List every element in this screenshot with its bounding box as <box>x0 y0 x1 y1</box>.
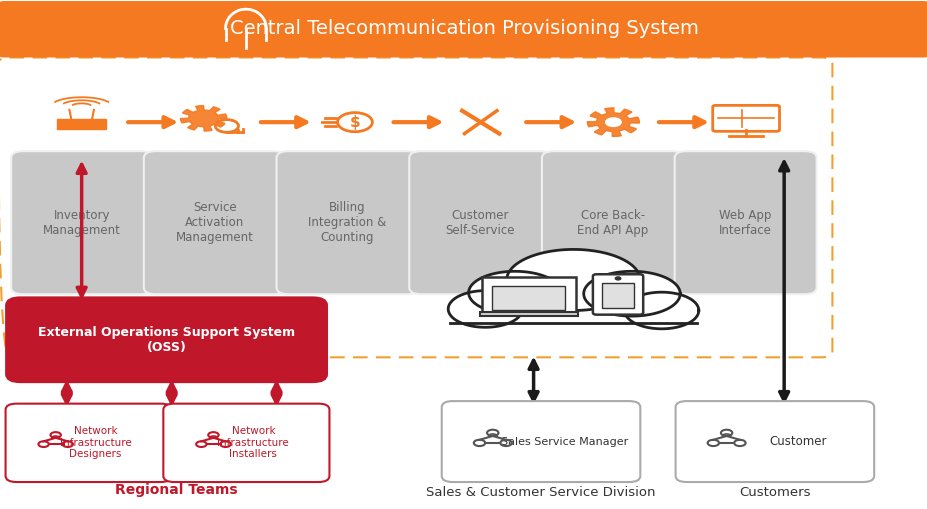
FancyBboxPatch shape <box>6 298 326 382</box>
FancyBboxPatch shape <box>602 282 633 308</box>
FancyBboxPatch shape <box>409 151 551 294</box>
Text: Central Telecommunication Provisioning System: Central Telecommunication Provisioning S… <box>229 19 698 38</box>
Text: External Operations Support System
(OSS): External Operations Support System (OSS) <box>38 326 295 354</box>
Circle shape <box>615 277 620 280</box>
FancyBboxPatch shape <box>674 151 816 294</box>
Text: Sales Service Manager: Sales Service Manager <box>500 437 628 446</box>
Text: Customer
Self-Service: Customer Self-Service <box>445 209 514 237</box>
Text: Inventory
Management: Inventory Management <box>44 209 121 237</box>
FancyBboxPatch shape <box>492 286 565 310</box>
Text: Customers: Customers <box>738 486 810 499</box>
FancyBboxPatch shape <box>0 1 927 58</box>
Polygon shape <box>448 291 522 327</box>
FancyBboxPatch shape <box>481 277 576 315</box>
Polygon shape <box>448 298 698 323</box>
FancyBboxPatch shape <box>6 404 171 482</box>
Polygon shape <box>583 271 679 316</box>
Polygon shape <box>181 106 226 131</box>
Text: $: $ <box>349 115 360 130</box>
FancyBboxPatch shape <box>11 151 153 294</box>
Text: Network
Infrastructure
Installers: Network Infrastructure Installers <box>217 426 289 460</box>
Polygon shape <box>506 249 640 310</box>
Text: Customer: Customer <box>768 435 826 448</box>
Text: Regional Teams: Regional Teams <box>115 483 237 497</box>
FancyBboxPatch shape <box>441 401 640 482</box>
Text: Service
Activation
Management: Service Activation Management <box>176 201 253 244</box>
Polygon shape <box>587 108 639 136</box>
Text: Web App
Interface: Web App Interface <box>718 209 771 237</box>
FancyBboxPatch shape <box>276 151 418 294</box>
FancyBboxPatch shape <box>541 151 683 294</box>
Text: Billing
Integration &
Counting: Billing Integration & Counting <box>308 201 387 244</box>
FancyBboxPatch shape <box>144 151 286 294</box>
FancyBboxPatch shape <box>163 404 329 482</box>
Polygon shape <box>468 271 561 314</box>
Circle shape <box>605 118 620 126</box>
Polygon shape <box>624 292 698 329</box>
FancyBboxPatch shape <box>57 119 106 129</box>
FancyBboxPatch shape <box>592 274 642 315</box>
FancyBboxPatch shape <box>479 313 578 316</box>
FancyBboxPatch shape <box>675 401 873 482</box>
Text: Network
Infrastructure
Designers: Network Infrastructure Designers <box>59 426 132 460</box>
Text: Sales & Customer Service Division: Sales & Customer Service Division <box>425 486 655 499</box>
Text: Core Back-
End API App: Core Back- End API App <box>577 209 648 237</box>
